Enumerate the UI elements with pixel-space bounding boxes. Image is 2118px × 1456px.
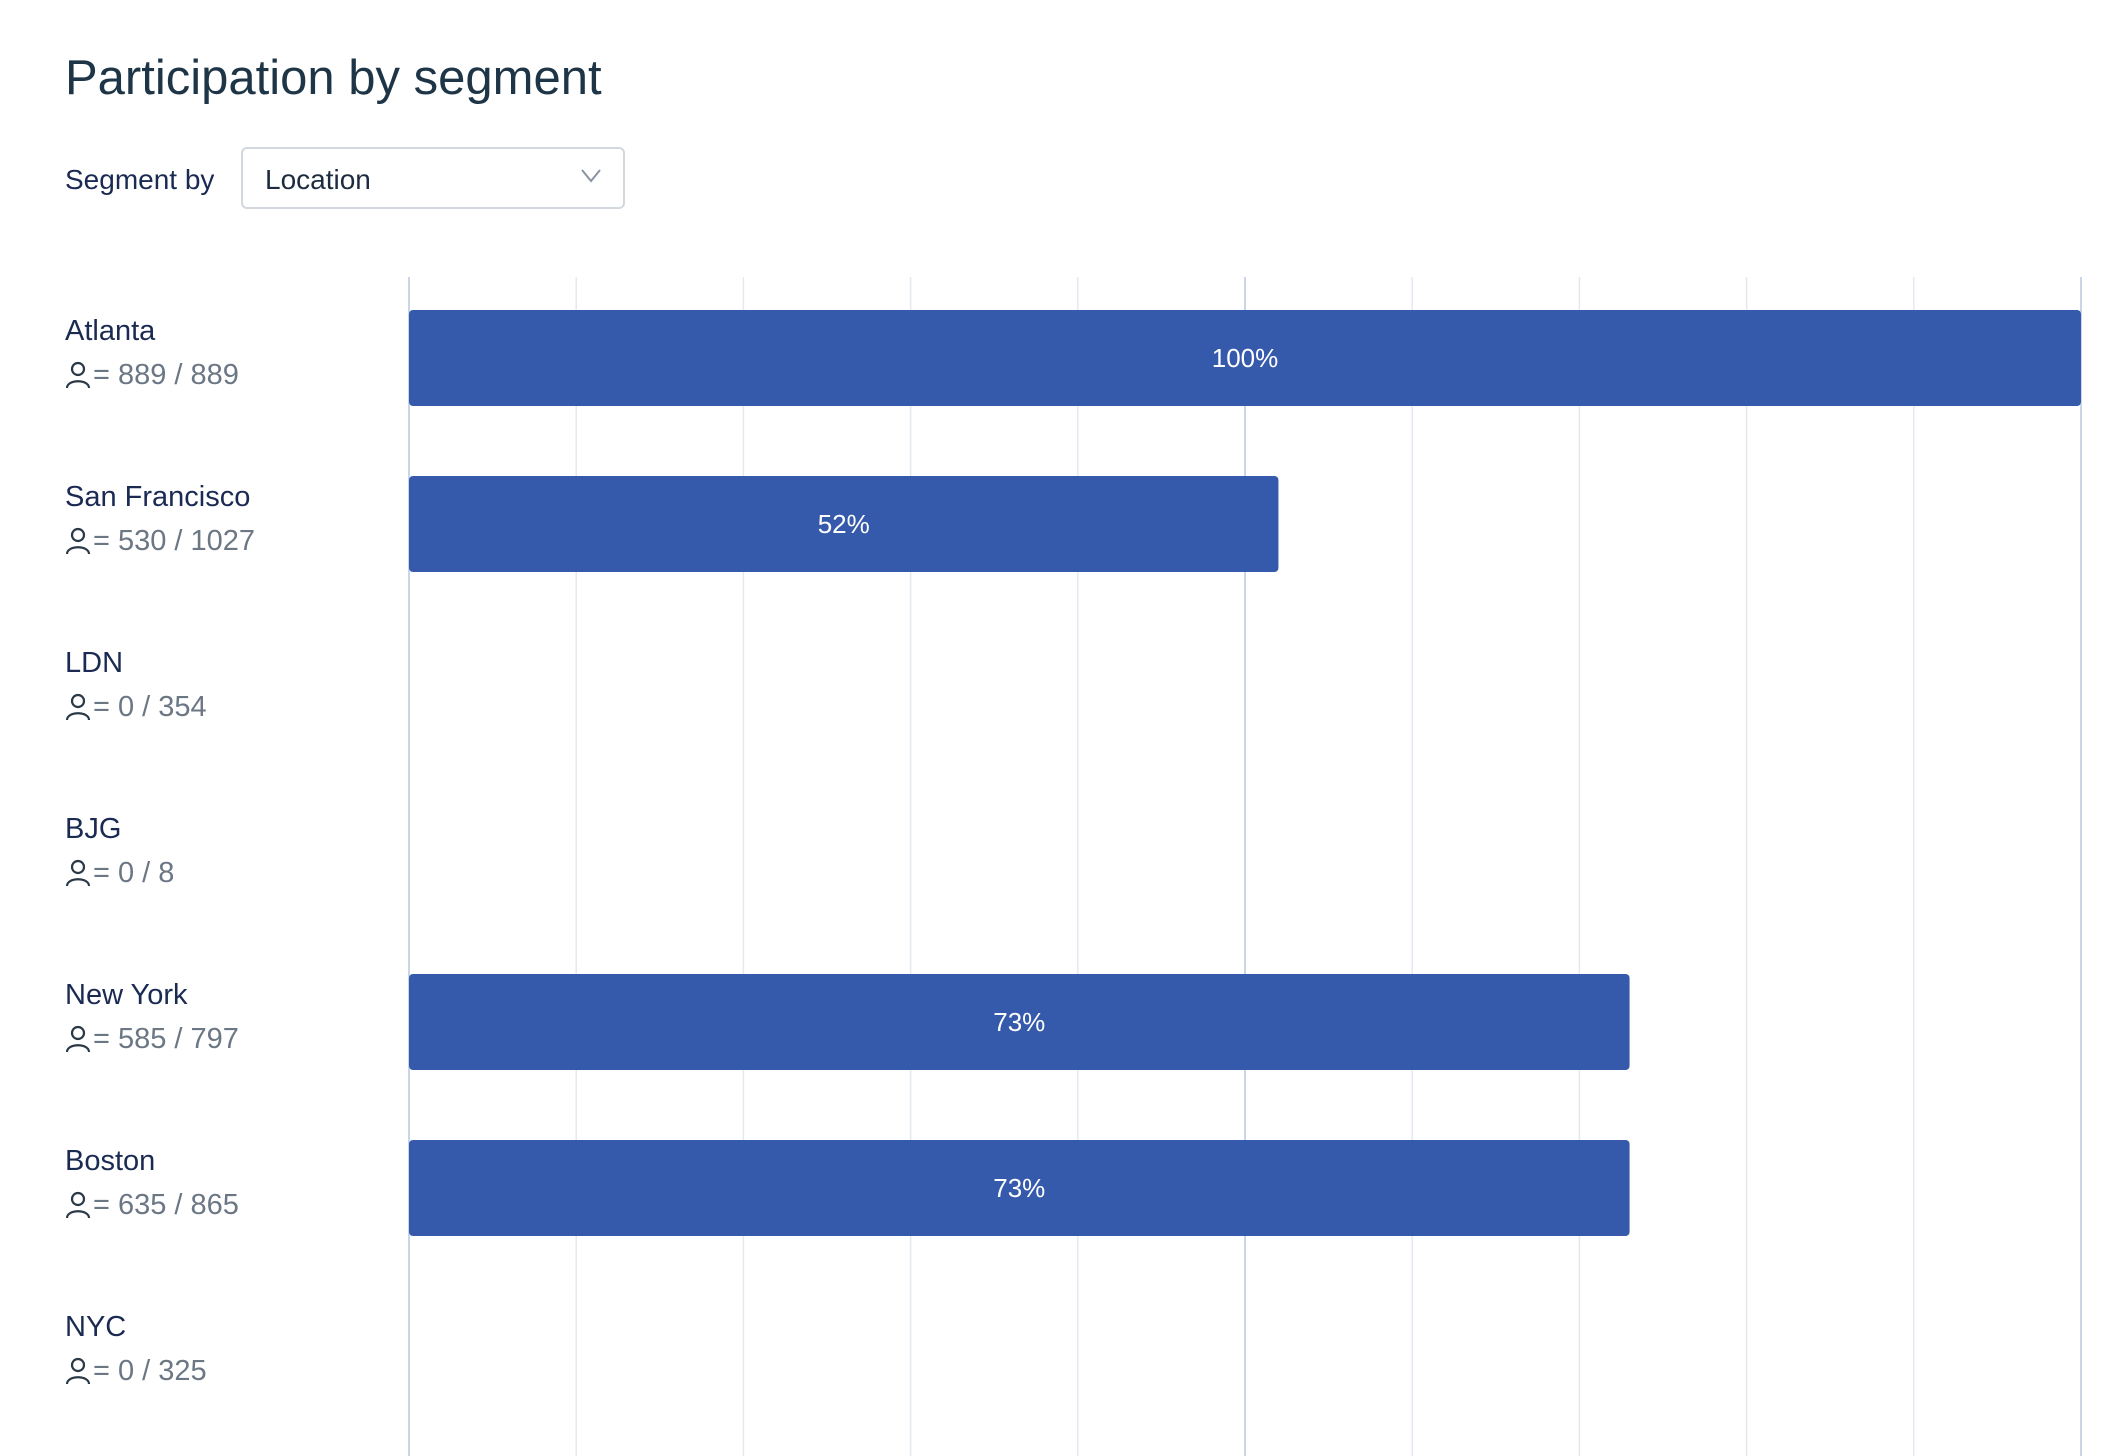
- segment-row-label: LDN = 0 / 354: [65, 646, 385, 724]
- bar-data-label: 52%: [818, 509, 870, 539]
- segment-name: Atlanta: [65, 315, 156, 347]
- segment-row-label: NYC = 0 / 325: [65, 1310, 385, 1388]
- segment-by-label: Segment by: [65, 164, 215, 195]
- page-title: Participation by segment: [65, 51, 602, 105]
- count-text: = 635 / 865: [93, 1188, 239, 1221]
- segment-name: BJG: [65, 813, 122, 845]
- user-icon: [65, 1191, 91, 1219]
- chevron-down-icon: [581, 169, 601, 183]
- participant-count: = 585 / 797: [65, 1022, 385, 1056]
- participant-count: = 0 / 354: [65, 690, 385, 724]
- segment-select-value: Location: [265, 164, 371, 195]
- segment-row-label: Atlanta = 889 / 889: [65, 314, 385, 392]
- user-icon: [65, 859, 91, 887]
- segment-name: New York: [65, 979, 188, 1011]
- segment-name: San Francisco: [65, 481, 251, 513]
- participant-count: = 530 / 1027: [65, 524, 385, 558]
- count-text: = 530 / 1027: [93, 524, 256, 557]
- segment-row-label: New York = 585 / 797: [65, 978, 385, 1056]
- participant-count: = 0 / 8: [65, 856, 385, 890]
- bar-data-label: 73%: [993, 1173, 1045, 1203]
- bar-data-label: 100%: [1212, 343, 1279, 373]
- user-icon: [65, 1025, 91, 1053]
- bar-boston[interactable]: [409, 1140, 1630, 1236]
- count-text: = 585 / 797: [93, 1022, 239, 1055]
- segment-name: Boston: [65, 1145, 156, 1177]
- bar-san-francisco[interactable]: [409, 476, 1279, 572]
- segment-row-label: San Francisco = 530 / 1027: [65, 480, 385, 558]
- participant-count: = 889 / 889: [65, 358, 385, 392]
- participant-count: = 635 / 865: [65, 1188, 385, 1222]
- user-icon: [65, 361, 91, 389]
- user-icon: [65, 693, 91, 721]
- user-icon: [65, 1357, 91, 1385]
- count-text: = 0 / 325: [93, 1354, 207, 1387]
- count-text: = 889 / 889: [93, 358, 239, 391]
- count-text: = 0 / 8: [93, 856, 175, 889]
- bar-new-york[interactable]: [409, 974, 1630, 1070]
- segment-name: NYC: [65, 1311, 127, 1343]
- count-text: = 0 / 354: [93, 690, 207, 723]
- user-icon: [65, 527, 91, 555]
- bar-atlanta[interactable]: [409, 310, 2081, 406]
- segment-select[interactable]: Location: [241, 147, 625, 209]
- segment-row-label: BJG = 0 / 8: [65, 812, 385, 890]
- segment-name: LDN: [65, 647, 124, 679]
- segment-row-label: Boston = 635 / 865: [65, 1144, 385, 1222]
- bar-data-label: 73%: [993, 1007, 1045, 1037]
- participant-count: = 0 / 325: [65, 1354, 385, 1388]
